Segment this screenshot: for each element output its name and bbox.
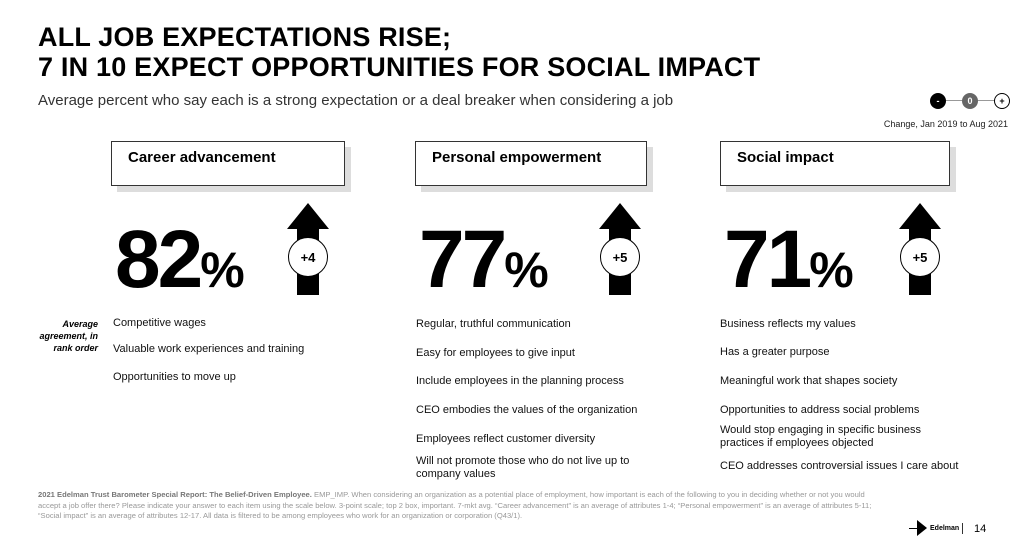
divider: [962, 523, 963, 534]
header-career-advancement: Career advancement: [111, 141, 345, 186]
brand-name: Edelman: [930, 524, 960, 532]
change-badge: +4: [288, 237, 328, 277]
edelman-logo-icon: [909, 520, 927, 536]
legend-caption: Change, Jan 2019 to Aug 2021: [883, 119, 1008, 129]
list-item: Regular, truthful communication: [416, 318, 571, 330]
list-item: CEO embodies the values of the organizat…: [416, 404, 638, 416]
list-item: Employees reflect customer diversity: [416, 433, 596, 445]
side-label: Average agreement, in rank order: [39, 319, 98, 353]
footnote: 2021 Edelman Trust Barometer Special Rep…: [38, 490, 888, 522]
list-item: Competitive wages: [113, 317, 206, 329]
value-personal-empowerment: 77%: [419, 215, 549, 315]
change-badge: +5: [900, 237, 940, 277]
value-number: 82: [115, 214, 203, 305]
value-number: 77: [419, 214, 507, 305]
percent-sign: %: [504, 242, 549, 298]
legend-plus: +: [994, 93, 1010, 109]
list-item: Valuable work experiences and training: [113, 343, 305, 355]
list-item: Easy for employees to give input: [416, 347, 575, 359]
list-item: Meaningful work that shapes society: [720, 375, 898, 387]
list-item: CEO addresses controversial issues I car…: [720, 460, 959, 472]
value-number: 71: [724, 214, 812, 305]
list-item: Business reflects my values: [720, 318, 856, 330]
edelman-logo: Edelman: [909, 520, 959, 536]
subtitle: Average percent who say each is a strong…: [38, 92, 674, 109]
value-social-impact: 71%: [724, 215, 854, 315]
change-badge: +5: [600, 237, 640, 277]
legend-zero: 0: [962, 93, 978, 109]
list-item: Opportunities to move up: [113, 371, 236, 383]
list-item: Has a greater purpose: [720, 346, 830, 358]
list-item: Will not promote those who do not live u…: [416, 455, 630, 480]
percent-sign: %: [809, 242, 854, 298]
footnote-text: EMP_IMP. When considering an organizatio…: [38, 490, 872, 521]
value-career-advancement: 82%: [115, 215, 245, 315]
page-title: ALL JOB EXPECTATIONS RISE; 7 IN 10 EXPEC…: [38, 22, 761, 82]
list-item: Include employees in the planning proces…: [416, 375, 624, 387]
change-legend: - 0 +: [930, 93, 1010, 109]
percent-sign: %: [200, 242, 245, 298]
footnote-source: 2021 Edelman Trust Barometer Special Rep…: [38, 490, 312, 499]
page-number: 14: [974, 523, 987, 535]
list-item: Would stop engaging in specific business…: [720, 424, 921, 449]
header-social-impact: Social impact: [720, 141, 950, 186]
list-item: Opportunities to address social problems: [720, 404, 920, 416]
legend-minus: -: [930, 93, 946, 109]
header-personal-empowerment: Personal empowerment: [415, 141, 647, 186]
